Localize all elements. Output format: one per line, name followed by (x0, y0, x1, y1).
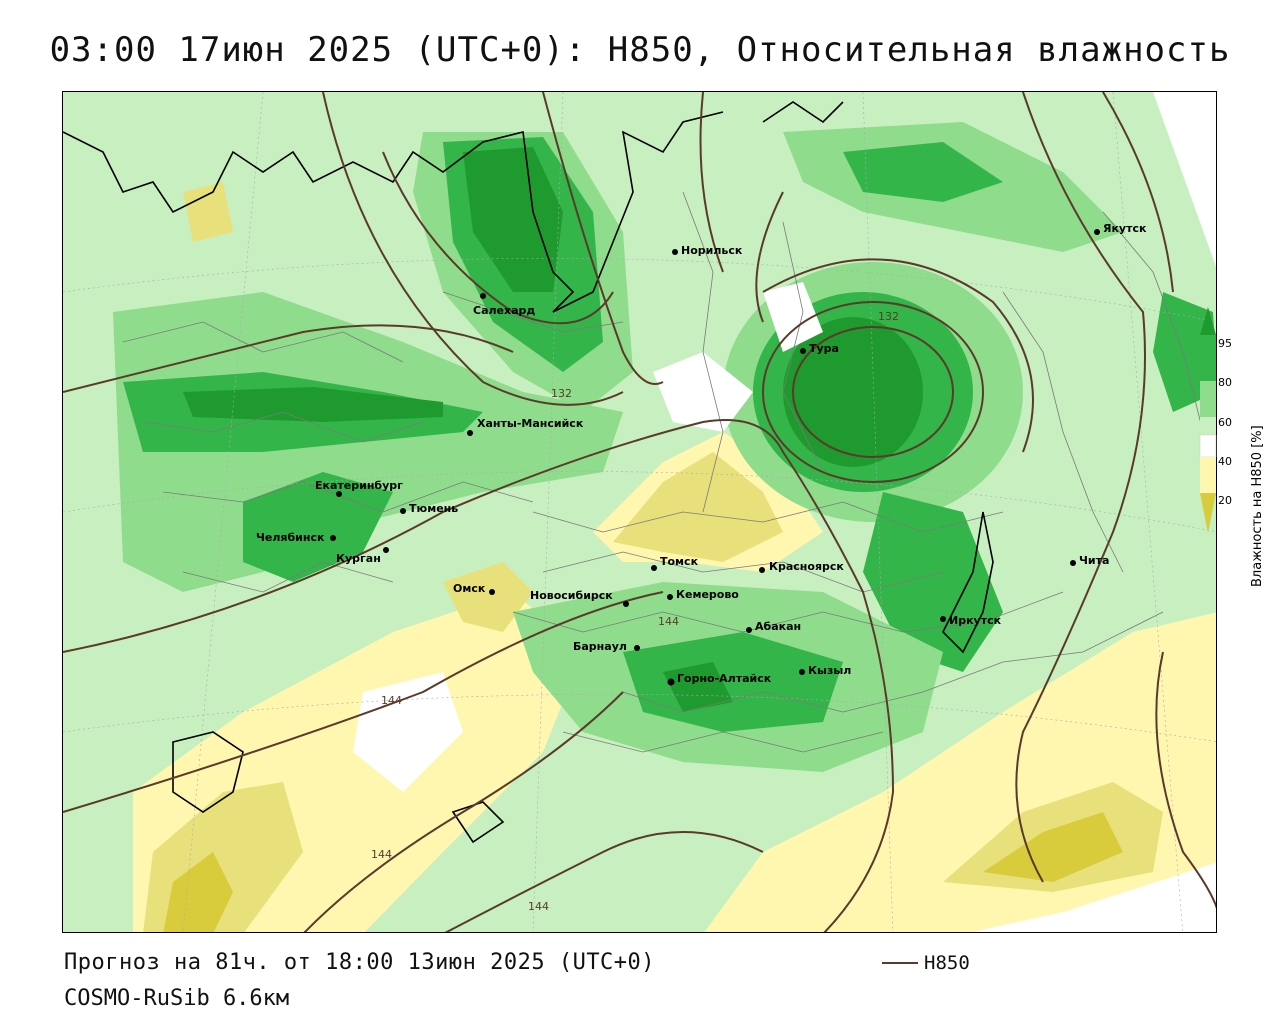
city-marker (489, 589, 495, 595)
city-label[interactable]: Екатеринбург (315, 479, 403, 492)
city-label[interactable]: Абакан (755, 620, 801, 633)
city-marker (336, 491, 342, 497)
legend-swatch (1200, 457, 1216, 493)
contour-label: 144 (381, 694, 402, 707)
legend-tick: 80 (1218, 376, 1232, 389)
contour-label: 132 (551, 387, 572, 400)
city-label[interactable]: Барнаул (573, 640, 627, 653)
city-marker (467, 430, 473, 436)
contour-line-swatch (882, 962, 918, 964)
city-marker (940, 616, 946, 622)
city-marker (672, 249, 678, 255)
city-marker (400, 508, 406, 514)
contour-label: 132 (878, 310, 899, 323)
city-label[interactable]: Ханты-Мансийск (477, 417, 584, 430)
city-marker (746, 627, 752, 633)
city-marker (759, 567, 765, 573)
admin-borders (122, 191, 1204, 753)
legend-swatch (1200, 493, 1216, 533)
legend-swatch (1200, 307, 1216, 335)
coastline (63, 101, 994, 844)
graticule (63, 92, 1216, 932)
legend-swatch (1199, 434, 1217, 458)
contour-legend-label: H850 (924, 952, 970, 974)
map-title: 03:00 17июн 2025 (UTC+0): H850, Относите… (49, 30, 1231, 70)
legend-tick: 20 (1218, 494, 1232, 507)
model-info: COSMO-RuSib 6.6км (64, 986, 290, 1011)
city-label[interactable]: Тюмень (409, 502, 458, 515)
contour-label: 144 (528, 900, 549, 913)
city-label[interactable]: Норильск (681, 244, 743, 257)
contour-legend: H850 (882, 952, 970, 974)
city-label[interactable]: Иркутск (949, 614, 1002, 627)
city-marker (480, 293, 486, 299)
city-label[interactable]: Салехард (473, 304, 535, 317)
forecast-info: Прогноз на 81ч. от 18:00 13июн 2025 (UTC… (64, 950, 656, 975)
city-label[interactable]: Томск (660, 555, 699, 568)
city-label[interactable]: Чита (1079, 554, 1109, 567)
city-marker (667, 678, 675, 686)
legend-tick: 40 (1218, 455, 1232, 468)
contour-labels: 132 132 144 144 144 144 (371, 310, 899, 913)
city-label[interactable]: Курган (336, 552, 381, 565)
city-label[interactable]: Горно-Алтайск (677, 672, 772, 685)
map-canvas: 132 132 144 144 144 144 Салехард Норильс… (63, 92, 1216, 932)
contour-label: 144 (658, 615, 679, 628)
legend-tick: 95 (1218, 337, 1232, 350)
city-marker (634, 645, 640, 651)
city-marker (800, 348, 806, 354)
city-marker (330, 535, 336, 541)
city-label[interactable]: Красноярск (769, 560, 844, 573)
city-marker (667, 594, 673, 600)
city-label[interactable]: Новосибирск (530, 589, 613, 602)
city-marker (1094, 229, 1100, 235)
legend-swatch (1200, 417, 1216, 435)
city-marker (1070, 560, 1076, 566)
h850-contours (63, 92, 1216, 932)
city-marker (623, 601, 629, 607)
humidity-field (63, 92, 1216, 932)
legend-swatch (1200, 381, 1216, 417)
city-label[interactable]: Тура (809, 342, 839, 355)
legend-swatch (1200, 335, 1216, 381)
legend-tick: 60 (1218, 416, 1232, 429)
city-label[interactable]: Челябинск (256, 531, 325, 544)
city-marker (651, 565, 657, 571)
city-label[interactable]: Кызыл (808, 664, 851, 677)
city-marker (799, 669, 805, 675)
city-label[interactable]: Якутск (1103, 222, 1147, 235)
cities: Салехард Норильск Якутск Тура Ханты-Манс… (256, 222, 1147, 686)
city-marker (383, 547, 389, 553)
city-label[interactable]: Кемерово (676, 588, 739, 601)
humidity-legend: 95 80 60 40 20 Влажность на H850 [%] (1198, 305, 1268, 605)
contour-label: 144 (371, 848, 392, 861)
weather-map[interactable]: 132 132 144 144 144 144 Салехард Норильс… (62, 91, 1217, 933)
legend-title: Влажность на H850 [%] (1250, 425, 1265, 587)
city-label[interactable]: Омск (453, 582, 486, 595)
legend-colorbar: 95 80 60 40 20 Влажность на H850 [%] (1199, 307, 1265, 587)
